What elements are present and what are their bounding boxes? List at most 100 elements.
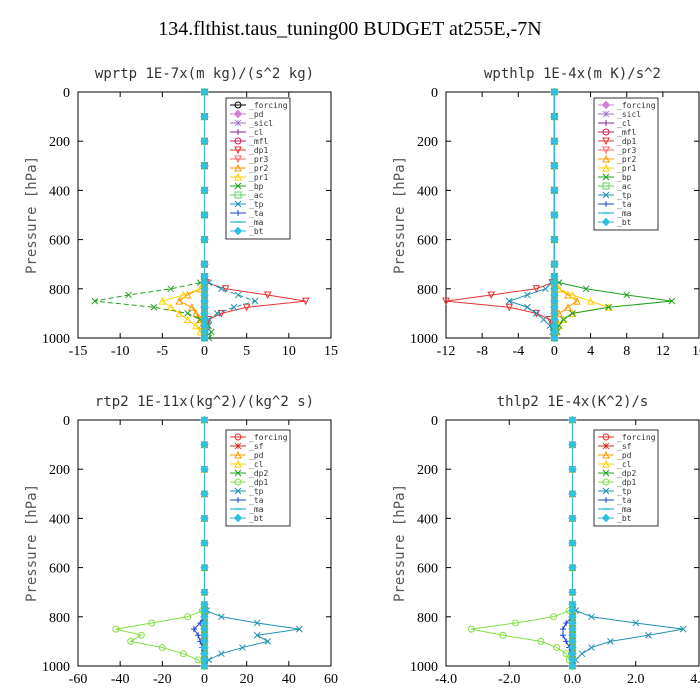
x-tick-label: -40 — [111, 672, 130, 687]
y-axis-label: Pressure [hPa] — [24, 156, 40, 274]
data-point — [586, 296, 595, 305]
legend-marker — [602, 459, 610, 468]
page-title: 134.flthist.taus_tuning00 BUDGET at255E,… — [158, 18, 542, 40]
x-tick-label: 8 — [623, 344, 630, 359]
legend-marker — [233, 109, 243, 119]
x-tick-label: 4.0 — [690, 672, 700, 687]
legend-label: _dp2 — [617, 469, 636, 478]
data-point — [230, 303, 238, 311]
legend-marker — [235, 129, 241, 135]
x-tick-label: 15 — [324, 344, 338, 359]
legend-marker — [602, 433, 610, 441]
data-point — [200, 563, 209, 572]
data-point — [568, 440, 577, 449]
data-point — [645, 631, 652, 639]
series-line — [445, 92, 555, 338]
data-point — [234, 291, 242, 299]
legend-label: _ta — [617, 200, 632, 209]
data-point — [550, 136, 559, 146]
y-tick-label: 400 — [49, 512, 70, 527]
data-point — [253, 631, 261, 639]
x-tick-label: 20 — [240, 672, 254, 687]
panel-3: rtp2 1E-11x(kg^2)/(kg^2 s) Pressure [hPa]… — [24, 394, 338, 687]
y-tick-label: 400 — [417, 512, 438, 527]
legend-label: _ma — [249, 505, 264, 514]
x-tick-label: 0 — [201, 344, 208, 359]
data-point — [523, 291, 531, 299]
data-point — [167, 285, 175, 293]
x-tick-label: 10 — [282, 344, 296, 359]
data-point — [217, 309, 226, 318]
y-tick-label: 0 — [431, 86, 438, 101]
data-point — [184, 310, 191, 317]
x-tick-label: 0.0 — [564, 672, 582, 687]
y-tick-label: 1000 — [410, 660, 438, 675]
data-point — [183, 290, 192, 299]
legend-label: _dp2 — [249, 469, 268, 478]
legend-marker — [601, 217, 611, 227]
data-point — [573, 296, 581, 305]
y-tick-label: 400 — [417, 184, 438, 199]
data-point — [213, 310, 221, 317]
data-point — [550, 161, 559, 171]
legend-label: _bt — [617, 218, 632, 227]
data-point — [112, 625, 120, 633]
x-tick-label: -20 — [153, 672, 172, 687]
data-point — [564, 303, 572, 311]
x-tick-label: -15 — [69, 344, 88, 359]
data-point — [188, 303, 196, 311]
legend-label: _sf — [249, 442, 264, 451]
series-bt — [550, 87, 559, 343]
data-point — [607, 638, 614, 645]
data-point — [540, 316, 547, 323]
data-point — [200, 333, 209, 343]
x-tick-label: -4.0 — [435, 672, 457, 687]
data-point — [632, 619, 640, 627]
data-point — [553, 644, 561, 652]
data-point — [264, 638, 272, 645]
data-point — [184, 613, 192, 621]
y-tick-label: 600 — [417, 234, 438, 249]
data-point — [546, 322, 554, 330]
legend-marker — [234, 146, 242, 155]
legend-label: _forcing — [249, 433, 288, 442]
data-point — [200, 464, 209, 474]
data-point — [550, 112, 559, 121]
x-tick-label: 0 — [201, 672, 208, 687]
x-tick-label: 0 — [551, 344, 558, 359]
data-point — [200, 489, 209, 499]
legend-label: _dp1 — [249, 146, 268, 155]
legend-label: _ma — [249, 218, 264, 227]
legend-label: _bp — [617, 173, 632, 182]
data-point — [533, 310, 540, 317]
y-tick-label: 400 — [49, 184, 70, 199]
legend-label: _ac — [249, 191, 264, 200]
x-tick-label: 2.0 — [627, 672, 645, 687]
data-point — [568, 415, 577, 425]
x-tick-label: -5 — [156, 344, 168, 359]
legend-marker — [602, 163, 610, 172]
data-point — [505, 297, 513, 305]
data-point — [568, 514, 577, 523]
data-point — [568, 538, 577, 548]
legend-label: _pr2 — [249, 164, 268, 173]
data-point — [200, 210, 209, 220]
data-point — [200, 661, 209, 671]
plot-title: rtp2 1E-11x(kg^2)/(kg^2 s) — [95, 394, 314, 410]
legend-marker — [234, 137, 242, 145]
data-point — [550, 333, 559, 343]
y-tick-label: 600 — [49, 562, 70, 577]
data-point — [532, 285, 541, 293]
data-point — [200, 415, 209, 425]
legend-label: _ac — [617, 182, 632, 191]
panel-1: wprtp 1E-7x(m kg)/(s^2 kg) Pressure [hPa]… — [24, 66, 338, 359]
data-point — [239, 644, 246, 651]
legend-marker — [601, 513, 611, 523]
data-point — [251, 297, 259, 305]
legend-label: _cl — [249, 460, 264, 469]
data-point — [200, 587, 209, 597]
data-point — [605, 303, 612, 311]
series-line — [161, 92, 205, 339]
data-point — [560, 626, 567, 633]
legend-label: _tp — [617, 191, 632, 200]
